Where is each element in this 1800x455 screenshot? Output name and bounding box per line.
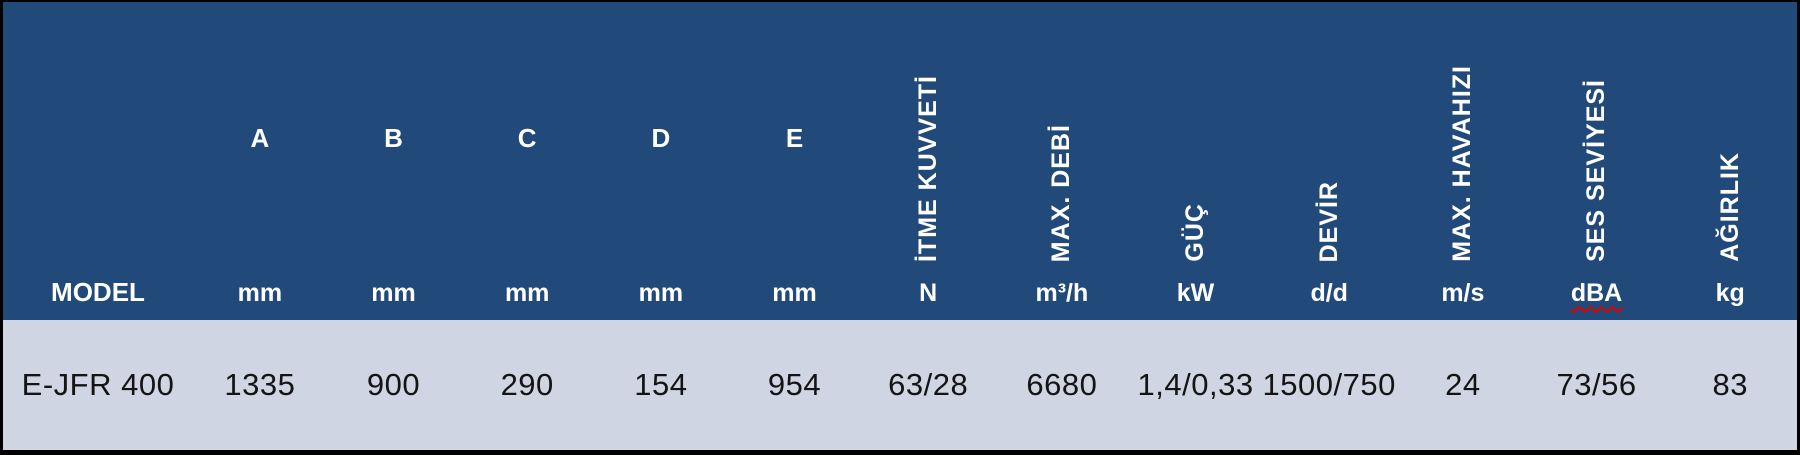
model-header-label: MODEL: [51, 277, 145, 307]
column-weight-unit: kg: [1715, 279, 1745, 307]
spec-table: MODEL E-JFR 400 A mm 1335 B mm 900 C mm …: [3, 2, 1797, 450]
column-rpm: DEVİR d/d 1500/750: [1262, 2, 1397, 450]
column-max-air-velocity: MAX. HAVAHIZI m/s 24: [1396, 2, 1530, 450]
cell-c: 290: [460, 320, 595, 450]
column-a-header: A mm: [193, 2, 327, 320]
cell-rpm: 1500/750: [1262, 320, 1397, 450]
column-c-unit: mm: [504, 279, 550, 307]
column-max-air-velocity-unit: m/s: [1441, 279, 1485, 307]
column-a-label: A: [250, 123, 270, 153]
cell-sound-level: 73/56: [1529, 320, 1664, 450]
column-d-unit: mm: [638, 279, 684, 307]
column-weight-header: AĞIRLIK kg: [1663, 2, 1797, 320]
column-d-header: D mm: [594, 2, 728, 320]
column-sound-level-unit: dBA: [1570, 279, 1623, 307]
column-thrust: İTME KUVVETİ N 63/28: [861, 2, 996, 450]
column-power-label: GÜÇ: [1181, 203, 1210, 262]
column-d-label: D: [651, 123, 671, 153]
column-max-flow-unit: m³/h: [1035, 279, 1089, 307]
cell-max-flow: 6680: [995, 320, 1129, 450]
column-weight-label: AĞIRLIK: [1715, 152, 1744, 262]
cell-power: 1,4/0,33: [1128, 320, 1263, 450]
column-max-flow-header: MAX. DEBİ m³/h: [995, 2, 1129, 320]
column-c: C mm 290: [460, 2, 595, 450]
column-d: D mm 154: [594, 2, 728, 450]
column-b-header: B mm: [326, 2, 461, 320]
column-model-header: MODEL: [3, 2, 193, 320]
column-thrust-unit: N: [919, 279, 938, 307]
cell-e: 954: [727, 320, 862, 450]
column-max-flow-label: MAX. DEBİ: [1047, 123, 1076, 262]
cell-max-air-velocity: 24: [1396, 320, 1530, 450]
cell-a: 1335: [193, 320, 327, 450]
column-sound-level: SES SEVİYESİ dBA 73/56: [1529, 2, 1664, 450]
column-power-unit: kW: [1176, 279, 1215, 307]
column-rpm-header: DEVİR d/d: [1262, 2, 1397, 320]
cell-weight: 83: [1663, 320, 1797, 450]
column-max-air-velocity-header: MAX. HAVAHIZI m/s: [1396, 2, 1530, 320]
column-thrust-header: İTME KUVVETİ N: [861, 2, 996, 320]
column-power-header: GÜÇ kW: [1128, 2, 1263, 320]
column-e-label: E: [785, 123, 804, 153]
cell-thrust: 63/28: [861, 320, 996, 450]
column-rpm-unit: d/d: [1310, 279, 1348, 307]
column-b-unit: mm: [371, 279, 416, 307]
column-b-label: B: [384, 123, 403, 153]
column-max-air-velocity-label: MAX. HAVAHIZI: [1448, 65, 1477, 262]
column-max-flow: MAX. DEBİ m³/h 6680: [995, 2, 1129, 450]
column-thrust-label: İTME KUVVETİ: [913, 74, 942, 262]
cell-b: 900: [326, 320, 461, 450]
column-e-unit: mm: [772, 279, 817, 307]
column-e: E mm 954: [727, 2, 862, 450]
column-b: B mm 900: [326, 2, 461, 450]
cell-model: E-JFR 400: [3, 320, 193, 450]
cell-d: 154: [594, 320, 728, 450]
column-e-header: E mm: [727, 2, 862, 320]
column-c-header: C mm: [460, 2, 595, 320]
column-sound-level-header: SES SEVİYESİ dBA: [1529, 2, 1664, 320]
column-c-label: C: [517, 123, 537, 153]
column-a-unit: mm: [237, 279, 283, 307]
column-rpm-label: DEVİR: [1314, 180, 1343, 262]
column-a: A mm 1335: [193, 2, 327, 450]
column-power: GÜÇ kW 1,4/0,33: [1128, 2, 1263, 450]
column-model: MODEL E-JFR 400: [3, 2, 193, 450]
column-sound-level-label: SES SEVİYESİ: [1582, 79, 1611, 262]
column-weight: AĞIRLIK kg 83: [1663, 2, 1797, 450]
